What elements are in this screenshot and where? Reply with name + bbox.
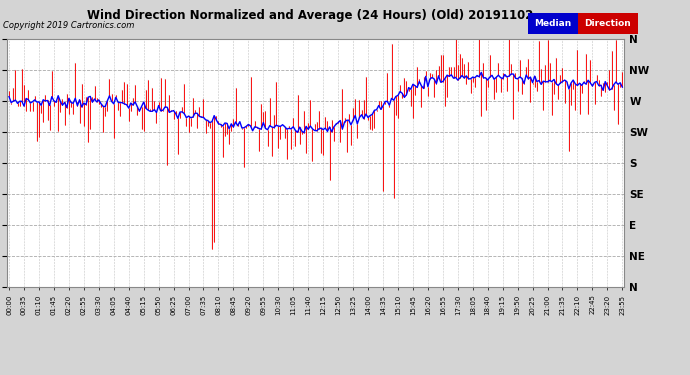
Text: Wind Direction Normalized and Average (24 Hours) (Old) 20191102: Wind Direction Normalized and Average (2… <box>88 9 533 22</box>
Text: Direction: Direction <box>584 19 631 28</box>
Text: Copyright 2019 Cartronics.com: Copyright 2019 Cartronics.com <box>3 21 135 30</box>
Text: Median: Median <box>534 19 571 28</box>
